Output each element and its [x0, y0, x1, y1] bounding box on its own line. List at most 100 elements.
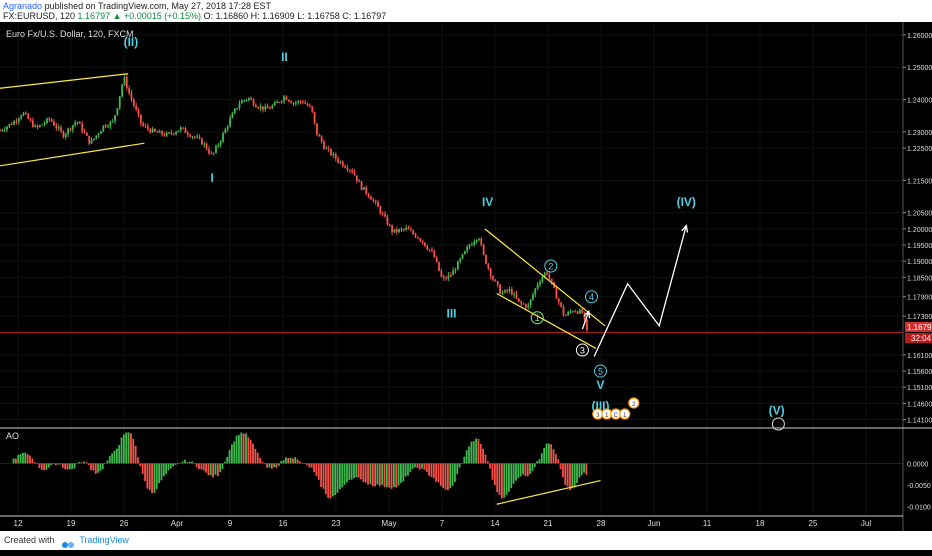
candle-body	[381, 213, 384, 215]
time-tick-label: May	[381, 519, 396, 528]
trend-line[interactable]	[496, 292, 597, 349]
candle-body	[360, 181, 363, 190]
ao-bar	[421, 463, 423, 469]
ao-bar	[226, 456, 229, 464]
candle-body	[541, 277, 544, 282]
ao-bar	[132, 438, 135, 464]
trend-line[interactable]	[0, 142, 145, 167]
candle-body	[102, 125, 105, 132]
candle-body	[203, 143, 206, 145]
ao-bar	[191, 461, 193, 464]
ao-bar	[557, 459, 560, 464]
candle-body	[510, 289, 513, 295]
ao-bar	[299, 461, 301, 464]
candle-body	[431, 250, 433, 252]
candle-body	[13, 121, 15, 125]
ao-bar	[153, 463, 156, 493]
candle-body	[586, 319, 588, 331]
ao-bar	[245, 433, 247, 464]
candle-body	[579, 309, 581, 314]
candle-body	[517, 298, 520, 302]
candle-body	[548, 274, 551, 279]
candle-body	[189, 134, 192, 137]
ao-bar	[409, 463, 412, 472]
candle-body	[560, 302, 563, 307]
ao-bar	[155, 463, 158, 489]
tradingview-link[interactable]: TradingView	[79, 535, 129, 545]
event-marker-icon[interactable]	[619, 408, 631, 420]
ao-bar	[106, 460, 109, 464]
candle-body	[294, 102, 297, 104]
candle-body	[198, 136, 201, 139]
price-axis[interactable]: 1.26000 1.25000 1.24000 1.23000 1.22500 1.215…	[903, 33, 932, 425]
ao-bar	[284, 457, 287, 464]
ao-bar	[381, 463, 384, 485]
ao-bar	[301, 463, 304, 464]
candle-body	[428, 249, 431, 251]
ao-bar	[456, 463, 459, 475]
candle-body	[90, 139, 93, 144]
ao-bar	[383, 463, 386, 488]
time-axis[interactable]: 12 19 26 Apr 9 16 23 May 7 14 21 28 Jun 11 18 25 Jul	[14, 519, 872, 528]
ao-bar	[40, 463, 43, 470]
time-tick-label: 25	[809, 519, 818, 528]
candle-body	[567, 312, 570, 316]
ao-bar	[400, 463, 402, 483]
session-marker-icon[interactable]	[771, 417, 785, 431]
ao-bar	[360, 463, 362, 480]
event-markers[interactable]: 3 1 C 12	[592, 397, 640, 420]
publisher-name[interactable]: Agranado	[3, 1, 43, 11]
candle-body	[139, 114, 142, 124]
ao-trend-line[interactable]	[496, 480, 601, 505]
candle-body	[243, 100, 246, 102]
candle-body	[452, 270, 455, 276]
candle-body	[478, 238, 480, 241]
candle-body	[386, 216, 389, 225]
candle-body	[503, 290, 506, 293]
ao-bar	[94, 463, 97, 474]
chart-grid	[0, 22, 903, 516]
candle-body	[330, 149, 332, 156]
projection-path-short[interactable]	[581, 311, 590, 330]
ao-bar	[313, 463, 315, 473]
price-tick-label: 1.19500	[907, 243, 932, 250]
price-tick-label: 1.24000	[907, 98, 932, 105]
ao-bar	[294, 457, 297, 464]
candle-body	[318, 134, 321, 137]
ao-bar	[538, 459, 541, 464]
ao-bar	[85, 462, 88, 464]
candle-body	[576, 311, 579, 314]
candle-body	[252, 99, 255, 106]
ao-bar	[536, 461, 539, 464]
candle-body	[226, 126, 229, 129]
wave-label: (II)	[124, 35, 139, 49]
candle-body	[487, 263, 490, 269]
trend-line[interactable]	[0, 73, 129, 89]
candle-body	[391, 225, 393, 233]
candle-body	[409, 229, 412, 231]
ao-bar	[454, 463, 456, 483]
tradingview-logo-icon	[61, 537, 75, 548]
ao-bar	[33, 462, 36, 464]
ao-axis[interactable]: 0.0000 -0.0050 -0.0100	[907, 461, 931, 511]
candle-body	[60, 127, 62, 132]
candle-body	[449, 274, 452, 276]
trend-line[interactable]	[484, 228, 606, 327]
ao-bar	[256, 452, 259, 464]
candle-body	[525, 304, 527, 308]
ao-bar	[268, 463, 271, 468]
event-marker-icon[interactable]	[628, 397, 640, 409]
ao-bar	[160, 463, 163, 481]
candle-body	[182, 127, 185, 129]
ao-bar	[580, 463, 583, 476]
ao-bar	[45, 463, 48, 470]
candle-body	[175, 132, 177, 135]
projection-path[interactable]	[593, 225, 687, 357]
ao-bar	[346, 463, 348, 483]
ao-bar	[54, 463, 57, 466]
candle-body	[271, 105, 274, 109]
candle-body	[393, 229, 396, 233]
ao-bar	[19, 454, 22, 464]
candle-body	[125, 76, 128, 89]
